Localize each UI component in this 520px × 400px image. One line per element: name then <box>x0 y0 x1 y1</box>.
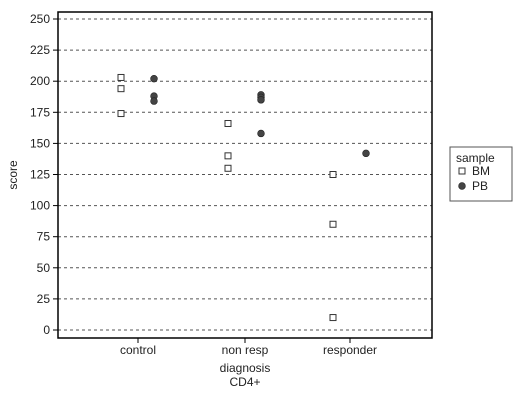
x-axis-ticks: control non resp responder <box>120 338 377 357</box>
y-tick-label: 50 <box>37 261 51 275</box>
data-point-bm <box>224 164 232 172</box>
data-point-bm <box>117 110 125 118</box>
legend-title: sample <box>456 151 495 165</box>
data-point-pb <box>150 75 158 83</box>
x-axis-subtitle: CD4+ <box>229 375 260 389</box>
legend-label-pb: PB <box>472 179 488 193</box>
legend-marker-bm <box>458 167 466 175</box>
data-point-bm <box>224 119 232 127</box>
y-tick-label: 75 <box>37 230 51 244</box>
data-point-pb <box>257 96 265 104</box>
data-point-bm <box>329 314 337 322</box>
y-tick-label: 0 <box>43 323 50 337</box>
y-tick-label: 175 <box>30 105 50 119</box>
legend-label-bm: BM <box>472 164 490 178</box>
y-tick-label: 25 <box>37 292 51 306</box>
y-tick-label: 100 <box>30 199 50 213</box>
y-tick-label: 125 <box>30 168 50 182</box>
data-point-bm <box>329 171 337 178</box>
y-tick-label: 200 <box>30 74 50 88</box>
x-tick-label: non resp <box>222 343 269 357</box>
data-points <box>117 73 370 322</box>
y-axis-ticks: 0 25 50 75 100 125 150 175 200 225 250 <box>30 12 58 337</box>
x-axis-title: diagnosis <box>220 361 271 375</box>
x-tick-label: responder <box>323 343 377 357</box>
gridlines <box>58 18 432 331</box>
y-tick-label: 150 <box>30 136 50 150</box>
legend-marker-pb <box>458 182 466 190</box>
data-point-bm <box>117 85 125 93</box>
data-point-bm <box>224 152 232 160</box>
y-axis-title: score <box>6 160 20 190</box>
data-point-pb <box>150 97 158 105</box>
y-tick-label: 250 <box>30 12 50 26</box>
data-point-pb <box>362 149 370 158</box>
x-tick-label: control <box>120 343 156 357</box>
data-point-pb <box>257 129 265 138</box>
y-tick-label: 225 <box>30 43 50 57</box>
data-point-bm <box>117 73 125 81</box>
data-point-bm <box>329 220 337 228</box>
